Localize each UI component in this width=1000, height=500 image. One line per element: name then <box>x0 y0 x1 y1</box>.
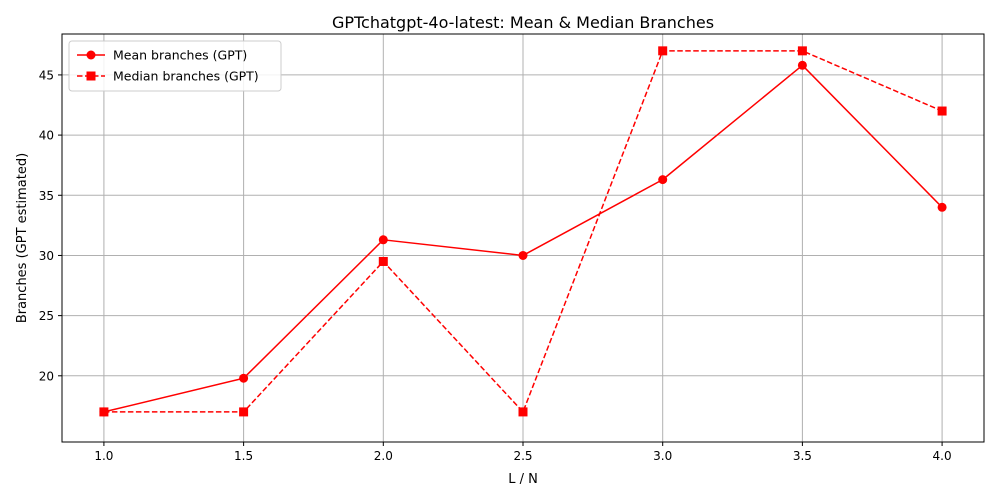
x-tick-label: 1.0 <box>94 449 113 463</box>
legend-entry-mean: Mean branches (GPT) <box>77 48 247 63</box>
data-point-mean <box>239 373 249 383</box>
data-point-median <box>239 407 249 417</box>
x-axis-label: L / N <box>508 472 538 487</box>
x-tick-label: 1.5 <box>234 449 253 463</box>
legend-entry-median: Median branches (GPT) <box>77 69 259 84</box>
data-point-mean <box>658 175 668 185</box>
series-median <box>99 46 947 417</box>
y-axis-label: Branches (GPT estimated) <box>15 153 30 323</box>
legend-box <box>68 40 282 92</box>
data-point-median <box>99 407 109 417</box>
x-axis-ticks: 1.0 1.5 2.0 2.5 3.0 3.5 4.0 <box>94 442 952 463</box>
data-point-median <box>658 46 668 56</box>
y-tick-label: 25 <box>39 309 54 323</box>
x-tick-label: 2.5 <box>513 449 532 463</box>
y-tick-label: 20 <box>39 369 54 383</box>
legend: Mean branches (GPT) Median branches (GPT… <box>68 40 282 92</box>
series-layer <box>99 46 947 417</box>
x-tick-label: 3.0 <box>653 449 672 463</box>
legend-mean-label: Mean branches (GPT) <box>113 48 247 63</box>
data-point-median <box>797 46 807 56</box>
x-tick-label: 2.0 <box>374 449 393 463</box>
y-axis-ticks: 20 25 30 35 40 45 <box>39 68 62 383</box>
y-tick-label: 45 <box>39 68 54 82</box>
data-point-mean <box>378 235 388 245</box>
legend-median-label: Median branches (GPT) <box>113 69 259 84</box>
data-point-median <box>378 256 388 266</box>
chart-title: GPTchatgpt-4o-latest: Mean & Median Bran… <box>332 13 714 32</box>
x-tick-label: 4.0 <box>933 449 952 463</box>
data-point-median <box>937 106 947 116</box>
legend-mean-marker <box>86 50 96 60</box>
y-tick-label: 30 <box>39 249 54 263</box>
data-point-mean <box>797 60 807 70</box>
y-tick-label: 35 <box>39 189 54 203</box>
y-tick-label: 40 <box>39 129 54 143</box>
x-tick-label: 3.5 <box>793 449 812 463</box>
data-point-mean <box>937 202 947 212</box>
legend-median-marker <box>86 71 96 81</box>
data-point-median <box>518 407 528 417</box>
data-point-mean <box>518 250 528 260</box>
